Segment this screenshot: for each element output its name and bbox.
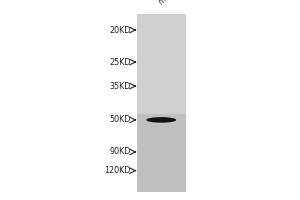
- Text: 20KD: 20KD: [109, 26, 130, 35]
- Text: 35KD: 35KD: [109, 82, 130, 91]
- Bar: [136, 14, 186, 192]
- Text: 25KD: 25KD: [109, 58, 130, 67]
- Text: 120KD: 120KD: [104, 166, 130, 175]
- Text: Skeletal
muscle: Skeletal muscle: [150, 0, 185, 6]
- Bar: [136, 14, 186, 114]
- Text: 50KD: 50KD: [109, 115, 130, 124]
- Ellipse shape: [146, 117, 176, 123]
- Text: 90KD: 90KD: [109, 147, 130, 156]
